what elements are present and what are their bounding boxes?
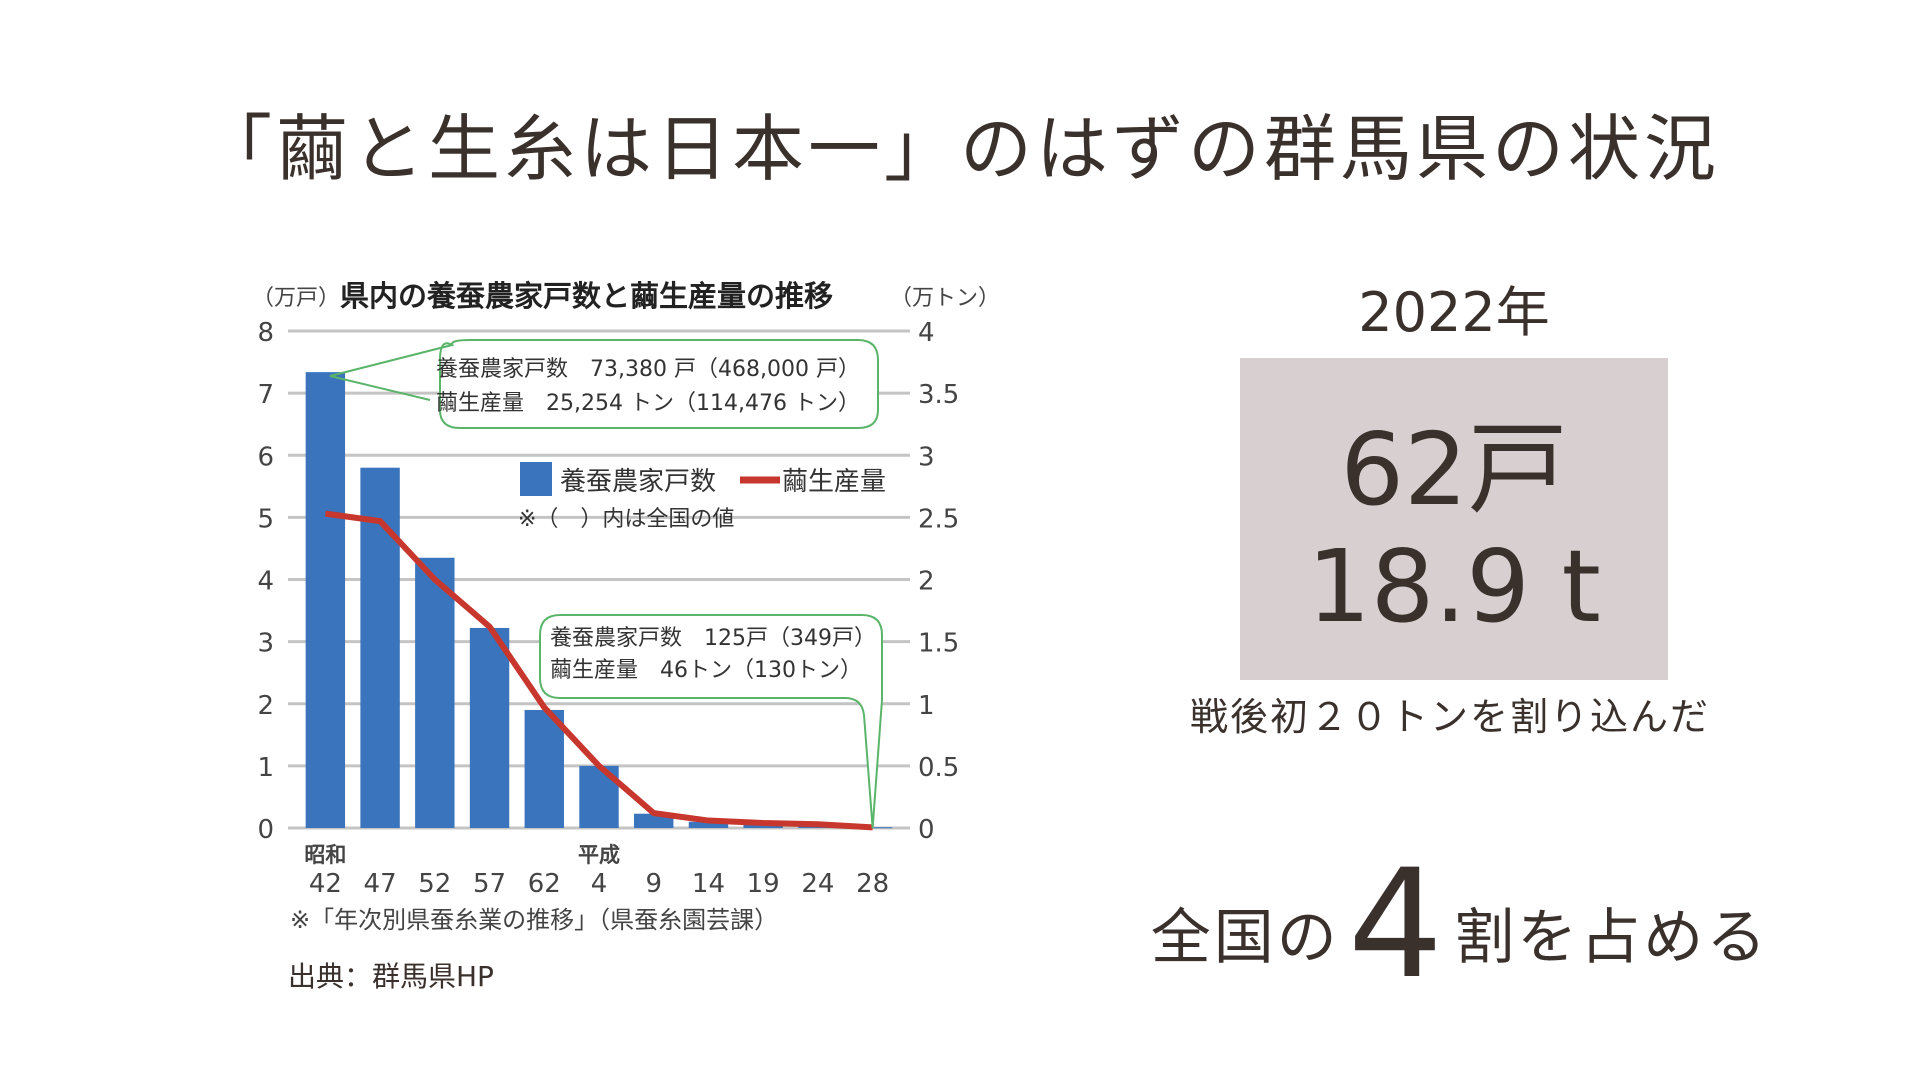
bar-households (305, 372, 346, 828)
right-tick-label: 1 (918, 691, 935, 721)
x-tick-label: 24 (801, 869, 834, 899)
line-cocoon-production (324, 510, 873, 831)
legend-note: ※（ ）内は全国の値 (518, 507, 734, 532)
right-unit: （万トン） (890, 286, 1000, 311)
share-suffix: 割を占める (1454, 903, 1770, 973)
callout-last-line: 繭生産量 46トン（130トン） (550, 658, 862, 683)
note-text: 戦後初２０トンを割り込んだ (1189, 695, 1710, 739)
bar-households (360, 467, 400, 828)
right-tick-label: 4 (918, 318, 935, 348)
callout-last-line: 養蚕農家戸数 125戸（349戸） (550, 626, 876, 651)
right-tick-label: 1.5 (918, 629, 959, 659)
callout-first-line: 繭生産量 25,254 トン（114,476 トン） (436, 391, 860, 416)
right-tick-label: 2.5 (918, 504, 959, 534)
left-tick-label: 0 (257, 815, 274, 845)
callout-first-line: 養蚕農家戸数 73,380 戸（468,000 戸） (436, 357, 860, 382)
right-tick-label: 0 (918, 815, 935, 845)
left-tick-label: 3 (257, 629, 274, 659)
legend-bar-label: 養蚕農家戸数 (560, 467, 716, 497)
left-tick-label: 1 (257, 753, 274, 783)
chart-footnote: ※「年次別県蚕糸業の推移」（県蚕糸園芸課） (290, 906, 778, 934)
era-label: 平成 (578, 843, 620, 867)
chart-title: 県内の養蚕農家戸数と繭生産量の推移 (340, 279, 833, 313)
share-number: 4 (1347, 838, 1447, 1012)
source-credit: 出典：群馬県HP (288, 960, 494, 993)
x-tick-label: 28 (856, 869, 889, 899)
era-label: 昭和 (304, 843, 346, 867)
bar-households (743, 824, 783, 828)
x-tick-label: 9 (645, 869, 662, 899)
share-text: 全国の4 割を占める (1120, 838, 1800, 1012)
x-tick-label: 57 (473, 869, 506, 899)
legend-line-label: 繭生産量 (782, 467, 886, 497)
left-tick-label: 6 (257, 442, 274, 472)
bar-households (415, 557, 455, 828)
households-value: 62戸 (1340, 411, 1568, 528)
x-tick-label: 42 (309, 869, 342, 899)
left-unit: （万戸） (252, 286, 340, 311)
right-tick-label: 2 (918, 567, 935, 597)
right-tick-label: 0.5 (918, 753, 959, 783)
left-tick-label: 7 (257, 380, 274, 410)
callout-first (329, 339, 879, 429)
x-tick-label: 4 (591, 869, 608, 899)
year-label: 2022年 (1358, 281, 1550, 344)
x-tick-label: 52 (418, 869, 451, 899)
page-title: 「繭と生糸は日本一」のはずの群馬県の状況 (199, 107, 1720, 191)
share-prefix: 全国の (1150, 903, 1340, 973)
bar-households (524, 709, 564, 828)
x-tick-label: 62 (528, 869, 561, 899)
x-tick-label: 14 (692, 869, 725, 899)
left-tick-label: 2 (257, 691, 274, 721)
production-value: 18.9 t (1307, 528, 1601, 645)
callout-last (539, 614, 883, 829)
right-tick-label: 3.5 (918, 380, 959, 410)
x-tick-label: 19 (747, 869, 780, 899)
bar-households (688, 821, 729, 828)
bar-households (469, 627, 510, 828)
x-tick-label: 47 (364, 869, 397, 899)
legend-bar-swatch (520, 462, 552, 496)
right-tick-label: 3 (918, 442, 935, 472)
left-tick-label: 8 (257, 318, 274, 348)
stats-box: 62戸 18.9 t (1240, 358, 1668, 680)
left-tick-label: 5 (257, 504, 274, 534)
left-tick-label: 4 (257, 567, 274, 597)
